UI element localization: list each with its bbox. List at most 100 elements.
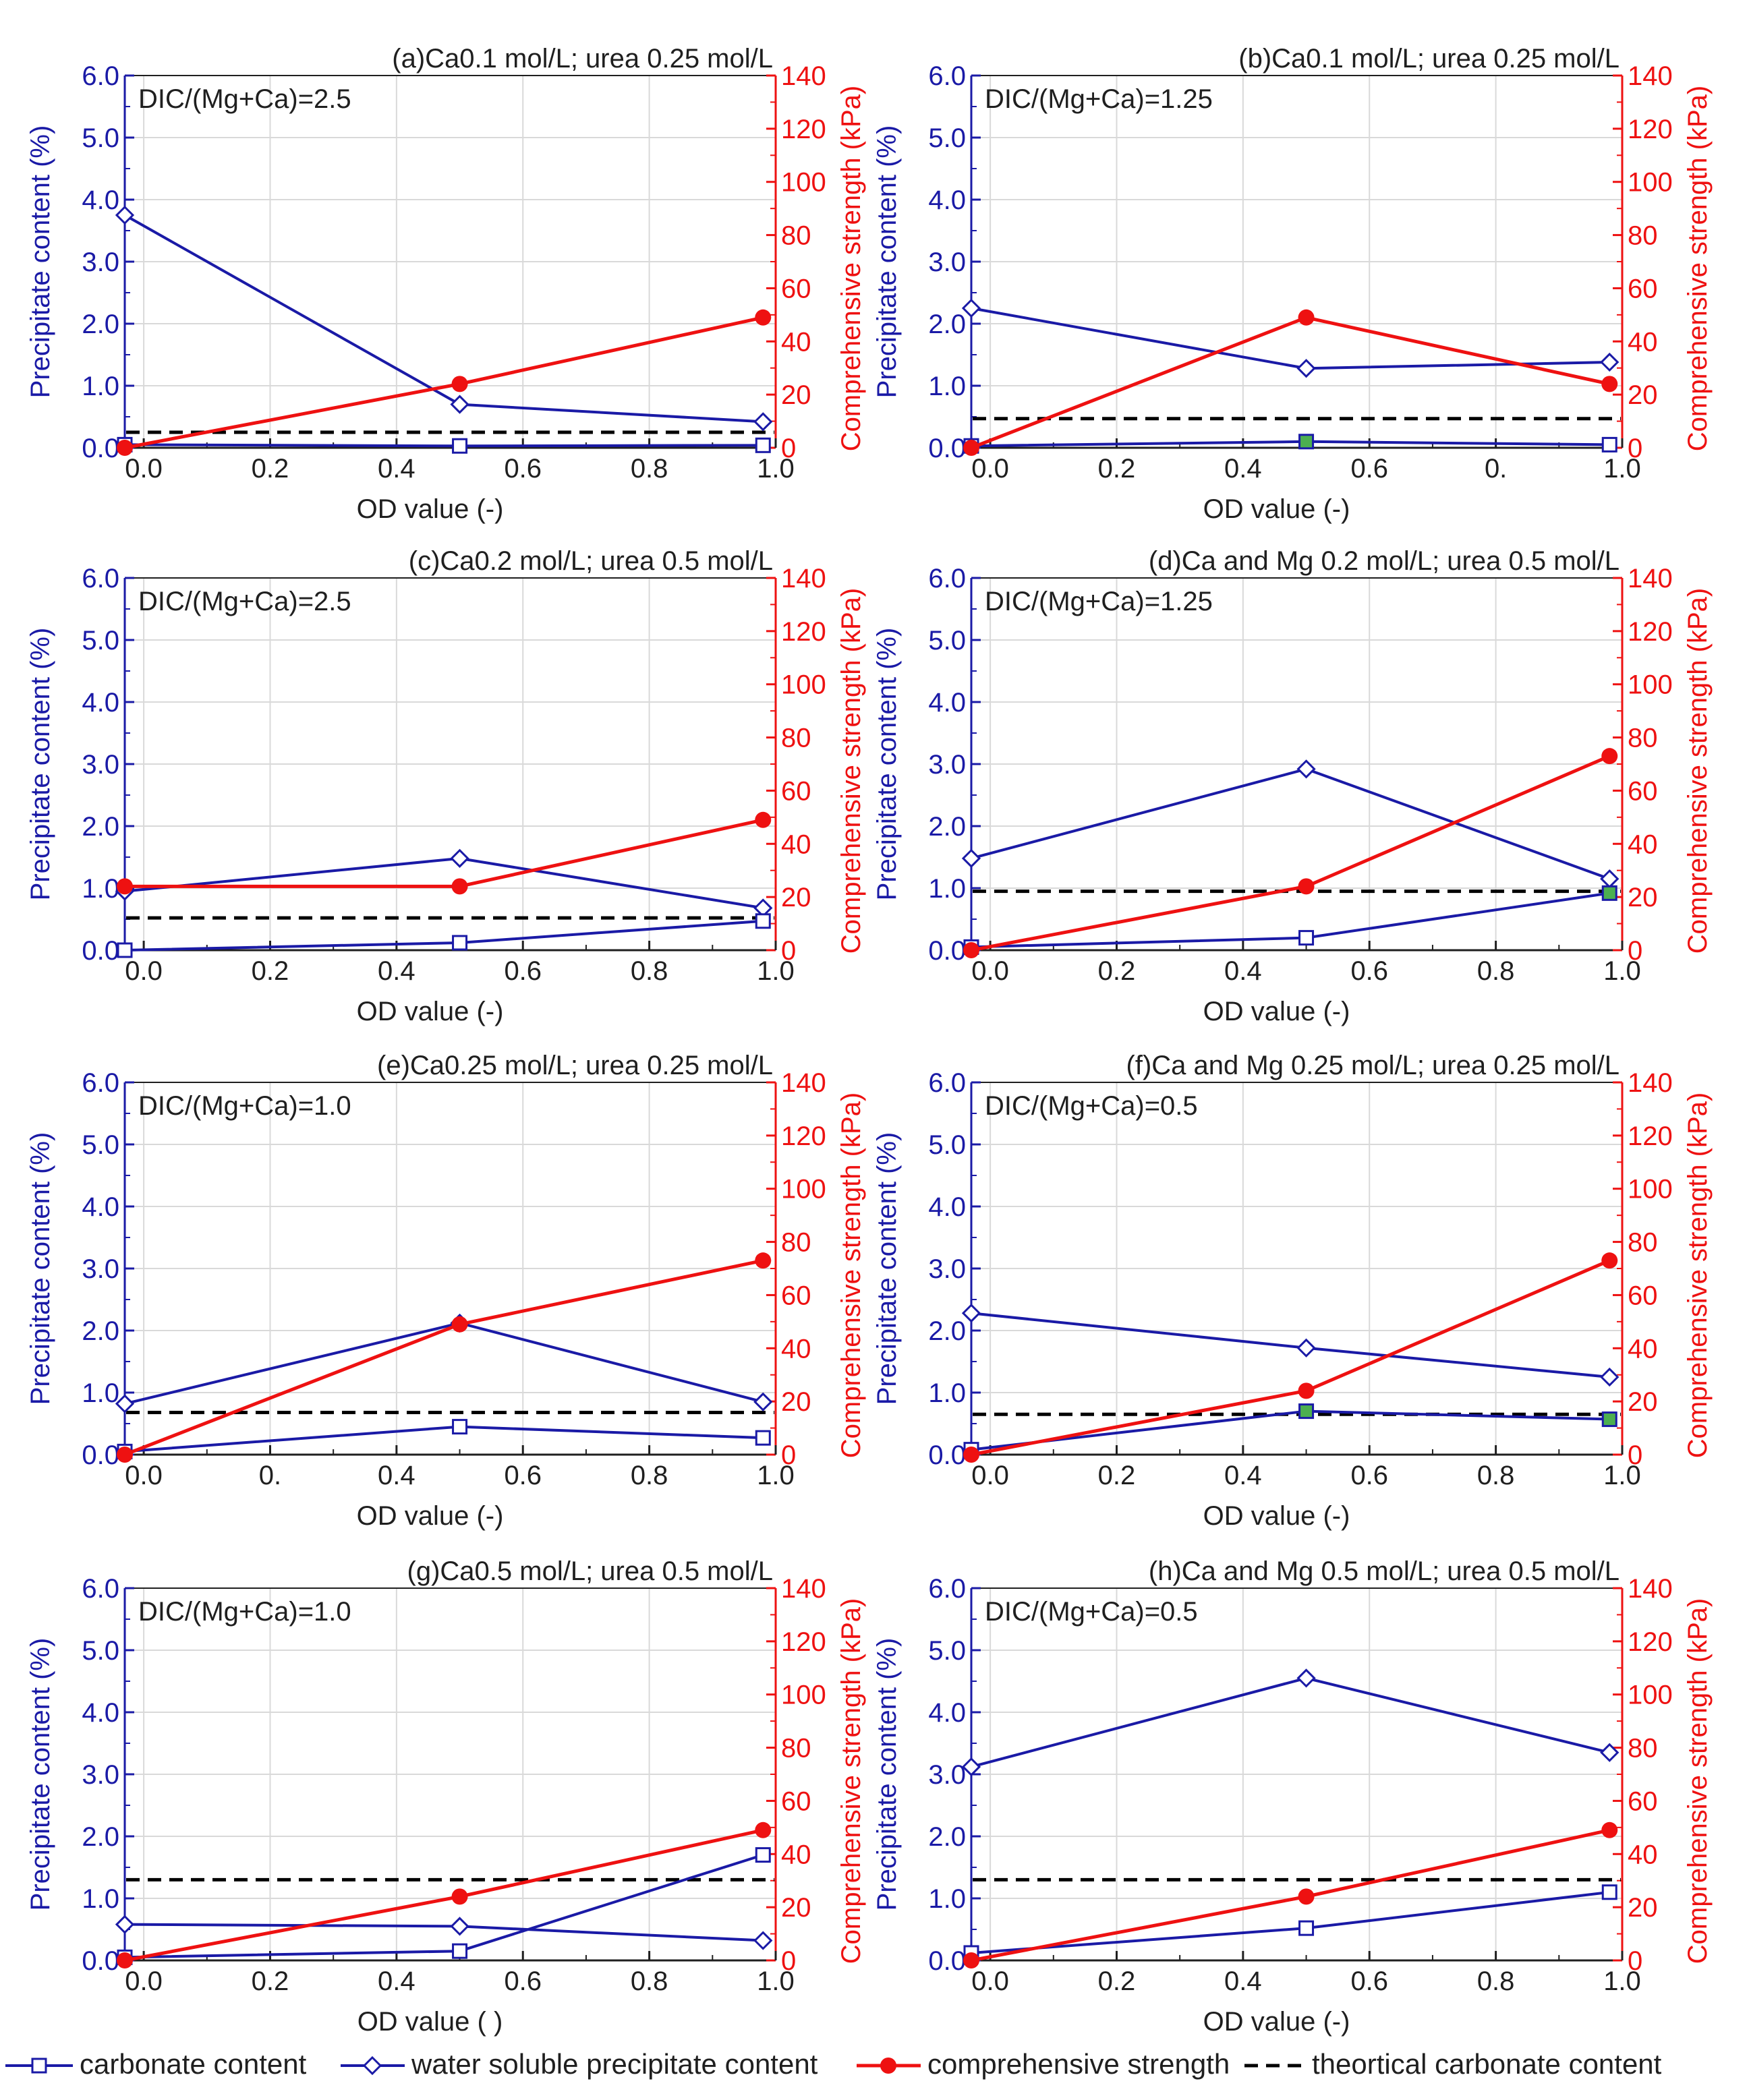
water-soluble-line [124,1321,764,1405]
y-tick-label: 2.0 [928,310,966,339]
y-tick-label: 5.0 [928,123,966,153]
y2-tick-label: 120 [1628,1627,1673,1657]
y2-tick-label: 20 [781,1387,811,1417]
x-tick-label: 1.0 [757,956,795,986]
strength-line [971,316,1610,450]
y2-tick-label: 80 [781,1734,811,1763]
x-tick-label: 0.6 [1350,1461,1388,1490]
ratio-annotation: DIC/(Mg+Ca)=1.25 [985,84,1213,114]
y-axis-title: Precipitate content (%) [26,628,55,901]
x-tick-label: 1.0 [757,454,795,484]
y-axis-title: Precipitate content (%) [872,125,902,399]
y2-tick-label: 20 [1628,380,1658,410]
water-soluble-line [124,214,764,424]
y2-tick-label: 60 [781,1281,811,1310]
ratio-annotation: DIC/(Mg+Ca)=1.25 [985,587,1213,616]
y2-tick-label: 140 [781,1574,826,1604]
panel-title: (f)Ca and Mg 0.25 mol/L; urea 0.25 mol/L [1126,1051,1619,1080]
panel-c: 0.0 1.0 2.0 3.0 4.0 5.0 6.0 0 20 40 60 80 100 120 140 0… [26,546,866,1026]
carbonate-point [1601,1884,1617,1900]
x-tick-label: 0.6 [504,956,542,986]
panel-title: (g)Ca0.5 mol/L; urea 0.5 mol/L [407,1556,773,1586]
y-tick-label: 5.0 [928,1130,966,1160]
panel-title: (b)Ca0.1 mol/L; urea 0.25 mol/L [1238,44,1619,74]
y2-tick-label: 40 [1628,1334,1658,1364]
y-tick-label: 6.0 [82,564,119,593]
strength-point [1601,748,1618,765]
y-tick-label: 5.0 [928,626,966,655]
y2-tick-label: 140 [781,564,826,593]
strength-point [117,1447,133,1463]
y2-axis-title: Comprehensive strength (kPa) [1683,588,1713,954]
y2-tick-label: 0 [1628,1440,1642,1470]
water-soluble-point [1296,1668,1316,1688]
y-tick-label: 3.0 [82,1760,119,1790]
y-tick-label: 6.0 [928,61,966,91]
y-tick-label: 4.0 [82,185,119,215]
panel-title: (c)Ca0.2 mol/L; urea 0.5 mol/L [409,546,773,576]
y2-tick-label: 0 [781,1946,796,1976]
y2-tick-label: 120 [781,1121,826,1151]
strength-line [124,1828,764,1962]
strength-point [755,1821,772,1838]
y2-tick-label: 60 [1628,274,1658,303]
y-tick-label: 6.0 [82,1068,119,1098]
panel-d: 0.0 1.0 2.0 3.0 4.0 5.0 6.0 0 20 40 60 80 100 120 140 0… [872,546,1713,1026]
y-tick-label: 5.0 [82,1636,119,1666]
panel-title: (d)Ca and Mg 0.2 mol/L; urea 0.5 mol/L [1149,546,1619,576]
y-tick-label: 6.0 [82,61,119,91]
y2-tick-label: 60 [1628,1281,1658,1310]
water-soluble-point [115,1915,135,1934]
water-soluble-point [753,1931,773,1950]
y-tick-label: 0.0 [928,1440,966,1470]
carbonate-point [452,935,468,951]
water-soluble-point [1296,759,1316,779]
strength-point [1298,878,1315,895]
x-tick-label: 0.2 [1098,454,1136,484]
x-tick-label: 0.4 [1224,956,1262,986]
carbonate-point [1601,436,1617,453]
y2-tick-label: 0 [781,1440,796,1470]
strength-point [1601,1252,1618,1269]
y-tick-label: 3.0 [82,247,119,277]
y2-tick-label: 0 [1628,936,1642,966]
legend-strength-marker [880,2058,896,2074]
y2-tick-label: 140 [781,61,826,91]
x-axis-title: OD value (-) [357,1501,504,1531]
water-soluble-point [1296,359,1316,378]
x-tick-label: 0.0 [971,454,1009,484]
x-tick-label: 0.0 [971,1966,1009,1996]
carbonate-point [1298,1403,1315,1420]
y2-tick-label: 100 [781,1681,826,1710]
y2-axis-title: Comprehensive strength (kPa) [1683,1092,1713,1458]
x-axis-title: OD value (-) [357,494,504,524]
water-soluble-point [115,1394,135,1413]
y2-tick-label: 0 [1628,434,1642,463]
y2-axis-title: Comprehensive strength (kPa) [836,1092,866,1458]
strength-line [971,1258,1611,1457]
x-tick-label: 1.0 [1603,956,1641,986]
x-axis-title: OD value (-) [1203,997,1350,1026]
y-tick-label: 3.0 [928,750,966,780]
y2-tick-label: 120 [781,115,826,144]
carbonate-point [755,913,771,929]
y2-tick-label: 80 [1628,1734,1658,1763]
x-tick-label: 1.0 [1603,1461,1641,1490]
x-tick-label: 1.0 [1603,454,1641,484]
y2-tick-label: 80 [781,1228,811,1258]
x-tick-label: 0.2 [252,454,289,484]
y2-tick-label: 80 [1628,724,1658,753]
water-soluble-line [971,307,1610,370]
y2-tick-label: 20 [781,883,811,912]
legend-water-label: water soluble precipitate content [411,2048,818,2080]
y-tick-label: 3.0 [928,247,966,277]
strength-line [125,818,764,888]
legend: carbonate content water soluble precipita… [5,2048,1662,2080]
y-axis-title: Precipitate content (%) [872,628,902,901]
y-tick-label: 1.0 [82,1378,119,1408]
water-soluble-line [124,1923,764,1942]
water-soluble-point [450,395,469,414]
strength-point [963,440,979,456]
y-tick-label: 2.0 [928,1822,966,1852]
